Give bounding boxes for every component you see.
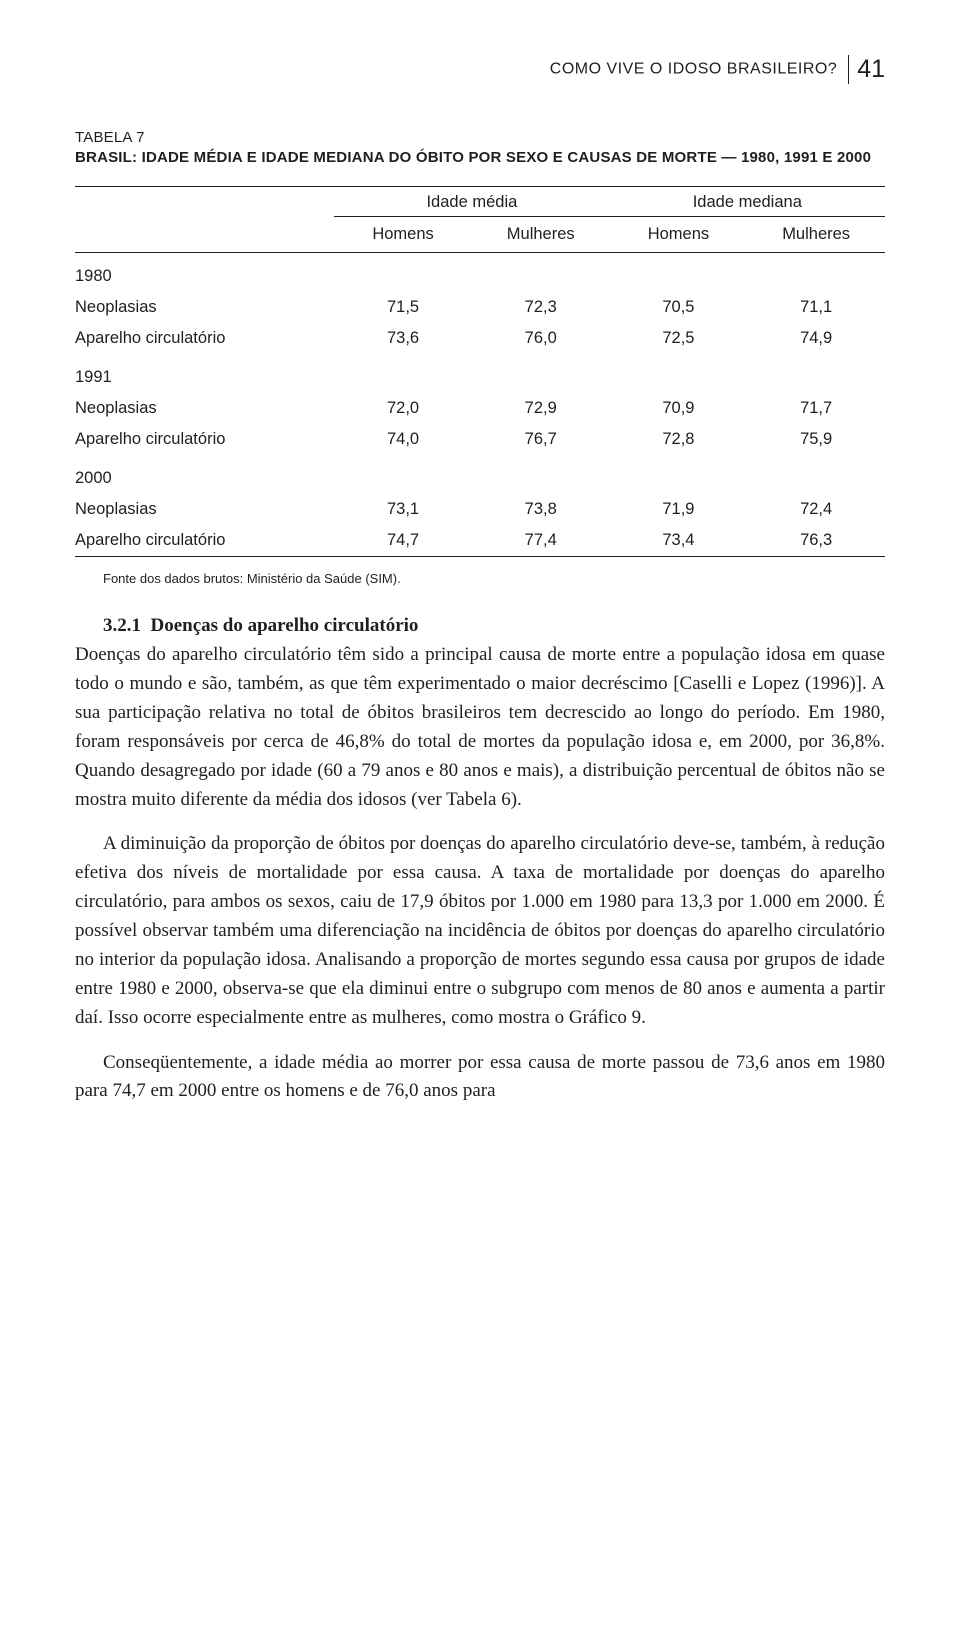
section-number: 3.2.1: [103, 615, 141, 636]
table-cell: 77,4: [472, 525, 610, 557]
table-cell: 76,0: [472, 323, 610, 354]
table-cell: 76,7: [472, 424, 610, 455]
year-label: 1980: [75, 253, 885, 293]
table-cell: 70,5: [610, 292, 748, 323]
table-caption: TABELA 7: [75, 129, 885, 146]
table-cell: 74,0: [334, 424, 472, 455]
data-table: Idade média Idade mediana Homens Mulhere…: [75, 186, 885, 557]
blank-header: [75, 187, 334, 217]
page: COMO VIVE O IDOSO BRASILEIRO? 41 TABELA …: [0, 0, 960, 1162]
sub-header: Mulheres: [472, 217, 610, 253]
running-head: COMO VIVE O IDOSO BRASILEIRO? 41: [75, 55, 885, 84]
para-text: Conseqüentemente, a idade média ao morre…: [75, 1052, 885, 1102]
paragraph-3: Conseqüentemente, a idade média ao morre…: [75, 1049, 885, 1107]
para-text: A diminuição da proporção de óbitos por …: [75, 833, 885, 1027]
table-cell: 72,5: [610, 323, 748, 354]
table-cell: 73,1: [334, 494, 472, 525]
table-cell: 73,6: [334, 323, 472, 354]
table-source: Fonte dos dados brutos: Ministério da Sa…: [103, 571, 885, 586]
table-cell: 74,9: [747, 323, 885, 354]
table-cell: 72,9: [472, 393, 610, 424]
group-header-mediana: Idade mediana: [610, 187, 885, 217]
blank-subheader: [75, 217, 334, 253]
page-number: 41: [848, 55, 885, 84]
group-header-media: Idade média: [334, 187, 609, 217]
table-cell: 72,3: [472, 292, 610, 323]
table-cell: 71,5: [334, 292, 472, 323]
table-cell: 73,8: [472, 494, 610, 525]
table-title: BRASIL: IDADE MÉDIA E IDADE MEDIANA DO Ó…: [75, 148, 885, 168]
table-cell: 71,9: [610, 494, 748, 525]
row-label: Aparelho circulatório: [75, 424, 334, 455]
table-cell: 73,4: [610, 525, 748, 557]
table-body: 1980Neoplasias71,572,370,571,1Aparelho c…: [75, 253, 885, 557]
sub-header: Homens: [610, 217, 748, 253]
paragraph-2: A diminuição da proporção de óbitos por …: [75, 830, 885, 1032]
sub-header: Mulheres: [747, 217, 885, 253]
row-label: Aparelho circulatório: [75, 525, 334, 557]
paragraph-1: 3.2.1 Doenças do aparelho circulatório D…: [75, 612, 885, 814]
year-label: 2000: [75, 455, 885, 494]
para-text: Doenças do aparelho circulatório têm sid…: [75, 644, 885, 809]
section-heading: 3.2.1 Doenças do aparelho circulatório: [103, 615, 418, 636]
table-cell: 72,0: [334, 393, 472, 424]
sub-header: Homens: [334, 217, 472, 253]
section-title: Doenças do aparelho circulatório: [151, 615, 419, 636]
table-cell: 72,4: [747, 494, 885, 525]
year-label: 1991: [75, 354, 885, 393]
row-label: Neoplasias: [75, 292, 334, 323]
table-cell: 76,3: [747, 525, 885, 557]
row-label: Neoplasias: [75, 494, 334, 525]
table-cell: 75,9: [747, 424, 885, 455]
row-label: Neoplasias: [75, 393, 334, 424]
table-cell: 70,9: [610, 393, 748, 424]
table-cell: 71,1: [747, 292, 885, 323]
running-title: COMO VIVE O IDOSO BRASILEIRO?: [550, 61, 837, 78]
table-cell: 72,8: [610, 424, 748, 455]
table-cell: 71,7: [747, 393, 885, 424]
table-cell: 74,7: [334, 525, 472, 557]
row-label: Aparelho circulatório: [75, 323, 334, 354]
